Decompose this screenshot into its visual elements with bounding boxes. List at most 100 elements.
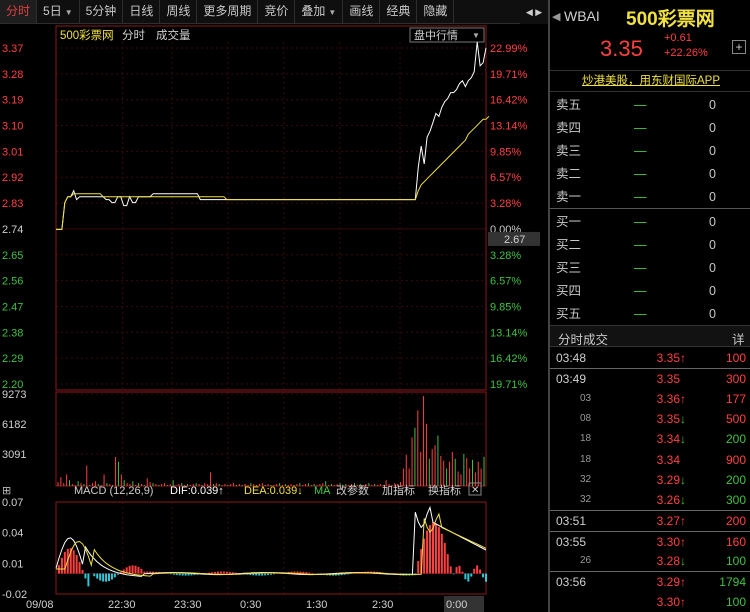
time-tick: 1:30 <box>306 599 327 611</box>
time-tick: 0:00 <box>446 599 467 611</box>
volume-tick: 3091 <box>2 449 26 461</box>
prev-close-tag: 2.67 <box>504 234 525 246</box>
promo-link[interactable]: 炒港美股，用东财国际APP <box>550 70 750 92</box>
tab-5[interactable]: 更多周期 <box>197 0 259 23</box>
orderbook-level: 买一 <box>556 215 582 229</box>
intraday-chart[interactable]: 3.37 22.99% 3.28 19.71% 3.19 16.42% 3.10 13.14%… <box>0 24 548 612</box>
market-mode-dropdown <box>409 27 485 43</box>
add-watchlist-icon[interactable]: + <box>732 40 746 54</box>
orderbook-row[interactable]: 卖三 — 0 <box>550 140 750 163</box>
orderbook-volume: 0 <box>709 167 716 181</box>
pct-tick: 9.85% <box>490 146 521 158</box>
orderbook-row[interactable]: 买一 — 0 <box>550 211 750 234</box>
trade-row: 03:51 3.27 ↑ 200 <box>550 510 750 530</box>
tab-9[interactable]: 经典 <box>380 0 418 23</box>
price-tick: 2.38 <box>2 327 23 339</box>
tab-3[interactable]: 日线 <box>123 0 161 23</box>
time-tick: 22:30 <box>108 599 136 611</box>
tab-4[interactable]: 周线 <box>160 0 198 23</box>
trade-direction-icon: ↓ <box>680 411 686 426</box>
price-tick: 2.92 <box>2 172 23 184</box>
trade-row: 32 3.26 ↓ 300 <box>550 490 750 510</box>
trade-time: 08 <box>580 412 592 424</box>
tab-6[interactable]: 竞价 <box>258 0 296 23</box>
tab-label: 经典 <box>386 4 411 18</box>
macd-dea-line <box>56 512 487 577</box>
trade-volume: 200 <box>725 514 746 529</box>
orderbook-row[interactable]: 卖一 — 0 <box>550 186 750 209</box>
switch-indicator-button: 换指标 <box>428 483 461 497</box>
tab-label: 叠加 <box>301 4 326 18</box>
orderbook-price: — <box>634 307 647 321</box>
orderbook-row[interactable]: 买五 — 0 <box>550 303 750 326</box>
quote-panel: ◀ WBAI 500彩票网 3.35 +0.61 +22.26% + 炒港美股，… <box>548 0 750 612</box>
trade-volume: 100 <box>725 554 746 568</box>
trade-time: 03 <box>580 392 592 404</box>
trade-volume: 500 <box>725 411 746 426</box>
tab-8[interactable]: 画线 <box>343 0 381 23</box>
macd-tick: 0.01 <box>2 558 23 570</box>
tab-2[interactable]: 5分钟 <box>80 0 124 23</box>
time-tick: 0:30 <box>240 599 261 611</box>
trade-row: 03:48 3.35 ↑ 100 <box>550 348 750 368</box>
close-indicator-box <box>468 482 482 496</box>
tab-10[interactable]: 隐藏 <box>417 0 455 23</box>
trade-volume: 177 <box>725 391 746 406</box>
volume-tick: 9273 <box>2 389 26 401</box>
pct-tick: 13.14% <box>490 327 528 339</box>
trade-row: 26 3.28 ↓ 100 <box>550 551 750 571</box>
trades-detail-button[interactable]: 详 <box>732 333 745 347</box>
price-tick: 2.29 <box>2 353 23 365</box>
orderbook-volume: 0 <box>709 190 716 204</box>
trade-price: 3.29 <box>656 472 680 487</box>
orderbook-row[interactable]: 卖四 — 0 <box>550 117 750 140</box>
tab-label: 隐藏 <box>423 4 448 18</box>
tab-scroll-arrows[interactable]: ◀ ▶ <box>520 0 548 24</box>
pct-tick: 3.28% <box>490 250 521 262</box>
trade-direction-icon: ↓ <box>680 432 686 447</box>
time-tick: 23:30 <box>174 599 202 611</box>
orderbook-divider <box>550 208 750 209</box>
chart-area[interactable]: 3.37 22.99% 3.28 19.71% 3.19 16.42% 3.10 13.14%… <box>0 24 548 612</box>
price-tick: 2.47 <box>2 301 23 313</box>
tab-1[interactable]: 5日 ▼ <box>37 0 80 23</box>
macd-tick: 0.07 <box>2 497 23 509</box>
trade-time: 03:48 <box>556 351 587 365</box>
orderbook-row[interactable]: 卖五 — 0 <box>550 94 750 117</box>
average-price-line <box>56 116 490 230</box>
trade-time: 26 <box>580 555 592 566</box>
price-pane-border <box>55 25 487 391</box>
orderbook-row[interactable]: 买三 — 0 <box>550 257 750 280</box>
trade-time: 18 <box>580 453 592 465</box>
tab-7[interactable]: 叠加 ▼ <box>295 0 344 23</box>
macd-params-button: 改参数 <box>336 483 369 497</box>
trade-row: 03:56 3.29 ↑ 1794 <box>550 571 750 591</box>
orderbook-row[interactable]: 买四 — 0 <box>550 280 750 303</box>
orderbook-level: 卖五 <box>556 98 582 112</box>
prev-stock-arrow-icon[interactable]: ◀ <box>552 11 561 23</box>
price-tick: 2.20 <box>2 379 23 391</box>
orderbook-price: — <box>634 167 647 181</box>
last-price: 3.35 <box>600 36 643 61</box>
orderbook-level: 买四 <box>556 284 582 298</box>
trade-row: 18 3.34 900 <box>550 450 750 470</box>
orderbook-volume: 0 <box>709 144 716 158</box>
orderbook-level: 卖二 <box>556 167 582 181</box>
trade-direction-icon: ↓ <box>680 554 686 568</box>
trade-price: 3.34 <box>656 432 680 447</box>
trade-time: 03:55 <box>556 534 587 549</box>
tab-label: 日线 <box>129 4 154 18</box>
macd-dea: DEA:0.039↓ <box>244 485 303 497</box>
market-mode-label: 盘中行情 <box>414 28 458 42</box>
trade-volume: 300 <box>725 493 746 508</box>
orderbook-price: — <box>634 144 647 158</box>
tab-label: 5日 <box>43 4 62 18</box>
legend-mode: 分时 <box>122 29 145 42</box>
orderbook-volume: 0 <box>709 261 716 275</box>
price-tick: 3.19 <box>2 95 23 107</box>
orderbook-row[interactable]: 买二 — 0 <box>550 234 750 257</box>
orderbook-level: 卖四 <box>556 121 582 135</box>
pct-tick: 19.71% <box>490 379 528 391</box>
tab-0[interactable]: 分时 <box>0 0 38 23</box>
orderbook-row[interactable]: 卖二 — 0 <box>550 163 750 186</box>
